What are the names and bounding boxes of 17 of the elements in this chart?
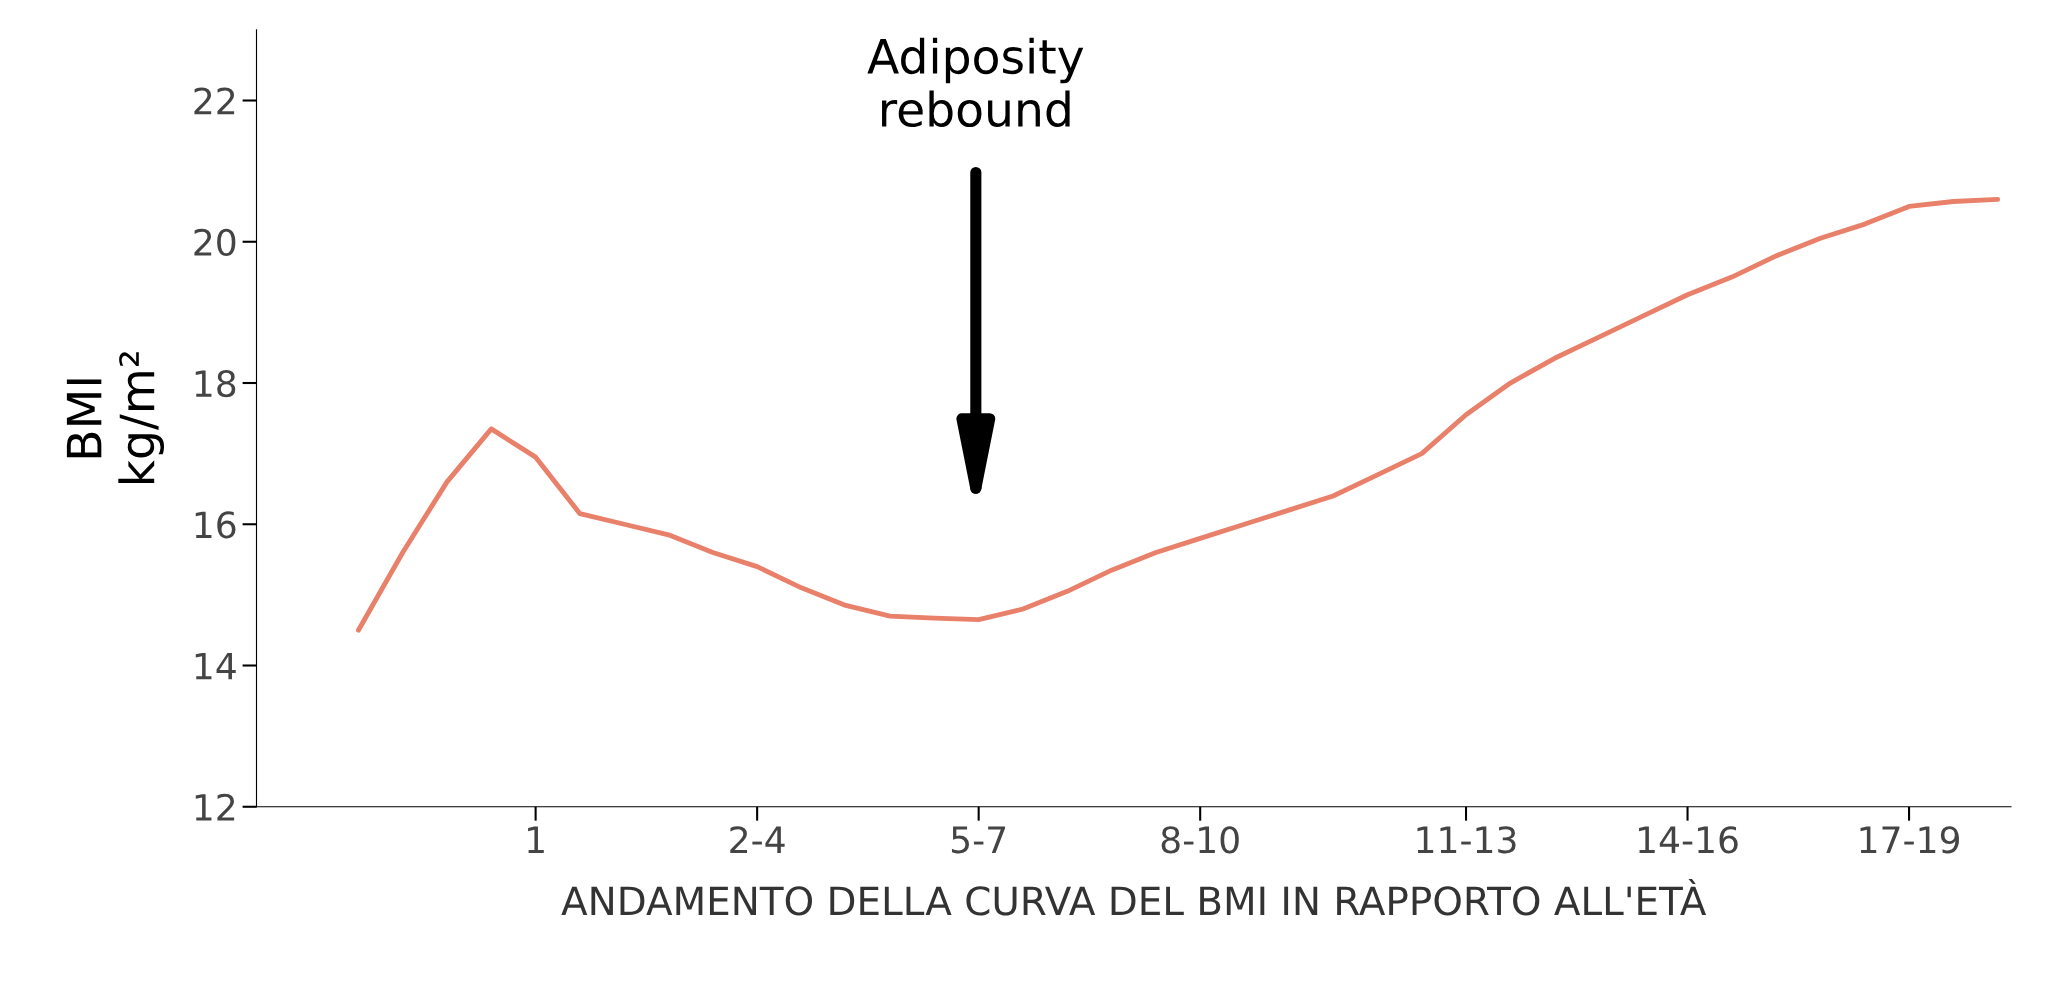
x-tick-label: 5-7	[951, 826, 1006, 854]
y-tick-label: 18	[195, 369, 236, 398]
x-tick-label: 11-13	[1417, 826, 1516, 854]
y-tick-label: 12	[195, 793, 235, 821]
x-tick-label: 17-19	[1860, 826, 1959, 854]
y-axis-title: BMI kg/m²	[66, 352, 165, 484]
y-tick-label: 14	[195, 652, 236, 680]
y-tick-label: 22	[194, 87, 235, 115]
x-tick-label: 1	[528, 826, 544, 853]
y-tick-label: 16	[195, 511, 236, 539]
x-tick-label: 2-4	[730, 826, 785, 853]
line-series	[355, 196, 2001, 633]
annotation: Adiposity rebound	[867, 37, 1084, 128]
x-tick-label: 8-10	[1161, 826, 1239, 854]
x-axis-title: ANDAMENTO DELLA CURVA DEL BMI IN RAPPORTO ALL'ETÀ	[561, 879, 1707, 916]
y-tick-label: 20	[194, 228, 236, 256]
x-tick-label: 14-16	[1639, 826, 1738, 854]
